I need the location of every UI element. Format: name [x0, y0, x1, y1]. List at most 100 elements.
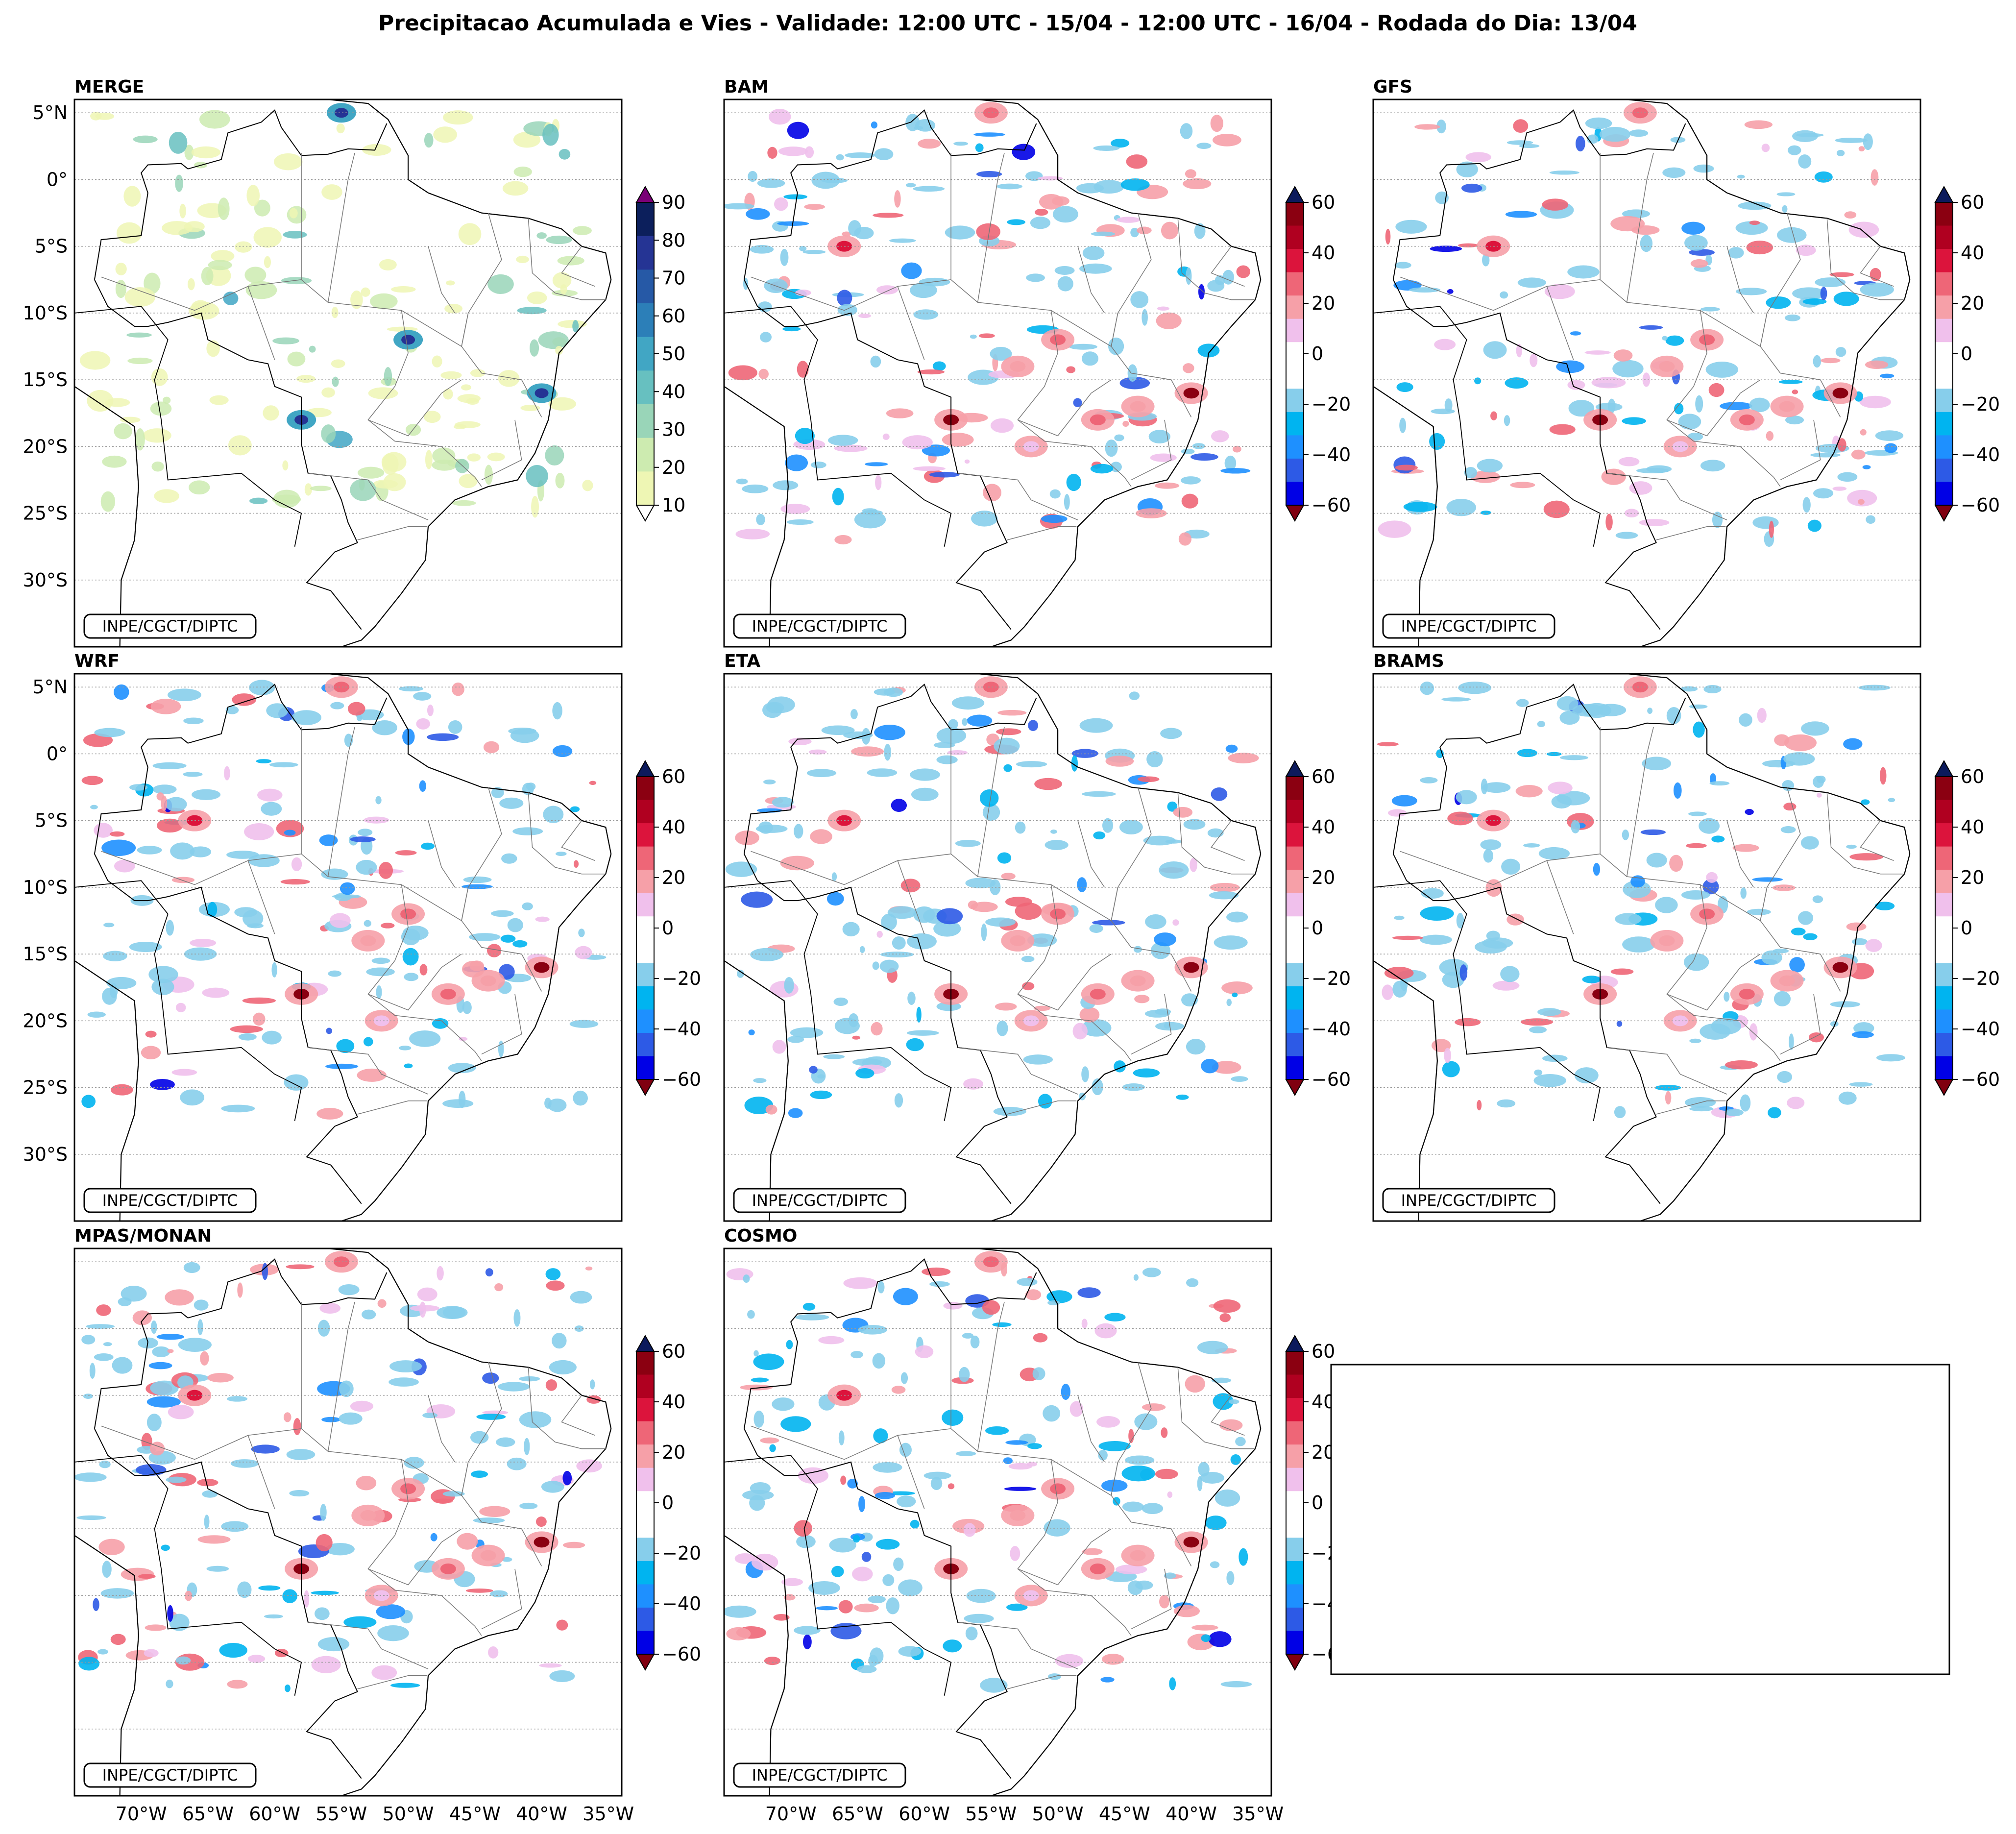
bias-area	[183, 1262, 200, 1273]
bias-area	[1046, 1290, 1072, 1303]
precip-area	[273, 153, 303, 171]
colorbar-tick-label: −60	[662, 1069, 701, 1090]
bias-area	[283, 1412, 291, 1422]
precip-area	[487, 274, 514, 294]
precip-area	[151, 461, 164, 472]
precip-area	[545, 445, 564, 466]
bias-area	[89, 1363, 96, 1379]
colorbar-tick-label: −20	[662, 968, 701, 989]
precip-area	[253, 227, 282, 248]
country-border	[724, 1455, 952, 1696]
bias-area	[364, 816, 389, 824]
bias-area	[448, 1063, 476, 1074]
bias-area	[457, 1533, 478, 1550]
precip-area	[79, 351, 111, 370]
state-border	[751, 276, 1118, 347]
bias-area	[169, 1614, 190, 1631]
bias-area	[1219, 1313, 1231, 1322]
bias-area	[748, 171, 757, 182]
bias-area	[1378, 520, 1411, 538]
colorbar-segment	[1935, 318, 1953, 342]
colorbar-segment	[1286, 318, 1304, 342]
bias-area	[226, 851, 259, 859]
bias-area	[876, 285, 898, 294]
state-border	[1826, 792, 1905, 875]
bias-area	[417, 1287, 437, 1301]
bias-area	[913, 906, 935, 923]
bias-area	[906, 1038, 924, 1051]
state-border	[101, 1425, 469, 1496]
bias-area	[1631, 225, 1660, 235]
bias-area	[1142, 309, 1148, 326]
bias-area	[1836, 149, 1845, 156]
precip-area	[391, 286, 416, 293]
bias-area	[289, 1490, 310, 1497]
bias-area	[858, 1325, 887, 1335]
bias-area	[252, 1012, 266, 1026]
bias-area	[371, 1665, 397, 1680]
bias-area	[1133, 1274, 1139, 1281]
precip-area	[542, 123, 559, 146]
bias-area	[190, 938, 217, 947]
bias-area	[366, 967, 395, 977]
colorbar-tick-label: 0	[1312, 917, 1323, 939]
bias-area	[1475, 940, 1507, 954]
state-border	[1007, 1675, 1077, 1689]
panel-title: COSMO	[724, 1226, 797, 1246]
bias-area	[1699, 818, 1720, 834]
bias-area	[1135, 508, 1167, 518]
bias-area	[964, 1614, 994, 1623]
bias-area	[1122, 420, 1129, 427]
bias-area	[1813, 355, 1822, 368]
bias-area	[1122, 1083, 1145, 1091]
bias-area	[522, 902, 533, 910]
bias-area	[549, 1670, 575, 1682]
colorbar-tick-label: −60	[1961, 494, 2000, 516]
precip-area	[531, 495, 539, 518]
bias-area	[1213, 134, 1241, 147]
colorbar-segment	[636, 1374, 654, 1398]
bias-area	[293, 1418, 301, 1435]
credit-label: INPE/CGCT/DIPTC	[102, 1191, 238, 1210]
bias-area	[230, 1459, 259, 1468]
bias-area	[1605, 514, 1613, 531]
bias-area	[545, 1268, 561, 1280]
state-border	[957, 1047, 1078, 1095]
bias-area	[1749, 1023, 1758, 1041]
bias-area	[905, 183, 916, 188]
precip-area	[321, 424, 336, 443]
precip-area	[350, 290, 363, 309]
colorbar-segment	[636, 1032, 654, 1056]
bias-area	[556, 1619, 568, 1631]
bias-area	[1738, 201, 1772, 210]
colorbar-segment	[1935, 458, 1953, 482]
colorbar-segment	[1286, 365, 1304, 389]
colorbar-extend-bottom	[635, 1079, 655, 1097]
state-border	[1826, 218, 1905, 300]
bias-area	[1167, 801, 1178, 812]
bias-area	[1444, 1048, 1451, 1063]
bias-area	[476, 1414, 506, 1420]
precip-area	[304, 483, 312, 496]
bias-area	[1395, 465, 1418, 471]
state-border	[481, 419, 522, 481]
state-border	[751, 1425, 1118, 1496]
bias-area	[962, 1333, 974, 1339]
bias-area	[512, 940, 528, 948]
bias-area	[795, 289, 811, 296]
bias-area	[1876, 1054, 1906, 1062]
bias-area	[747, 1310, 755, 1319]
bias-area	[430, 1533, 437, 1541]
precip-area	[211, 250, 235, 263]
bias-area	[103, 923, 115, 928]
bias-area	[1848, 221, 1879, 238]
bias-area	[810, 462, 826, 468]
bias-area	[1015, 821, 1026, 834]
bias-area	[1749, 397, 1770, 413]
bias-area	[1226, 999, 1232, 1006]
bias-area	[1858, 499, 1865, 505]
colorbar-segment	[636, 939, 654, 963]
bias-area	[1515, 784, 1543, 798]
bias-area	[955, 840, 981, 847]
bias-area	[751, 1377, 769, 1383]
